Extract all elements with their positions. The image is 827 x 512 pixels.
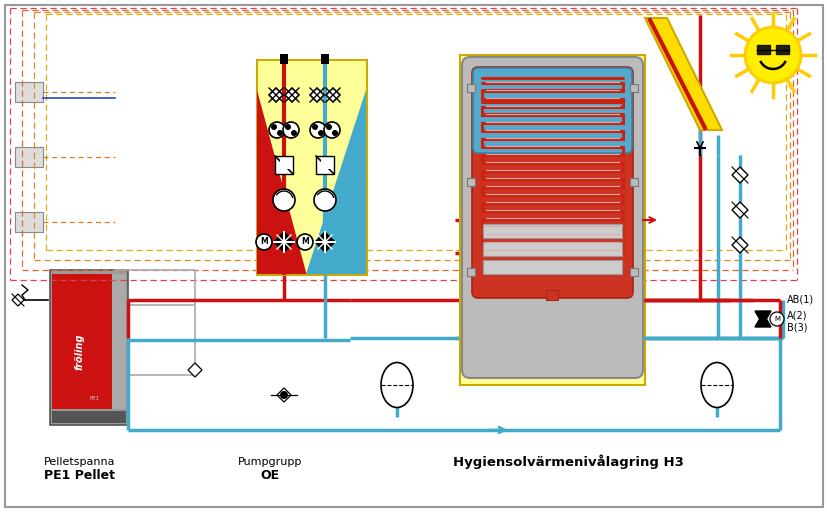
Circle shape	[326, 124, 332, 130]
Circle shape	[323, 122, 340, 138]
Bar	[629, 268, 638, 276]
Text: PE1: PE1	[90, 396, 100, 401]
Text: B(3): B(3)	[786, 322, 806, 332]
Circle shape	[332, 130, 337, 136]
Bar	[280, 54, 288, 64]
Circle shape	[270, 124, 277, 130]
Bar	[52, 411, 126, 423]
Polygon shape	[256, 90, 306, 274]
Bar	[321, 54, 328, 64]
Bar	[545, 290, 557, 300]
Polygon shape	[188, 363, 202, 377]
Polygon shape	[731, 167, 747, 183]
Bar	[52, 274, 112, 409]
Polygon shape	[284, 88, 299, 102]
FancyBboxPatch shape	[461, 57, 643, 378]
Polygon shape	[754, 313, 770, 327]
Bar	[629, 178, 638, 186]
Text: fröling: fröling	[75, 334, 85, 370]
Text: M: M	[301, 238, 308, 246]
Bar	[482, 224, 621, 238]
Text: Pelletspanna: Pelletspanna	[44, 457, 116, 467]
Bar	[482, 242, 621, 256]
Bar	[466, 84, 475, 92]
Ellipse shape	[700, 362, 732, 408]
Polygon shape	[12, 294, 24, 306]
Circle shape	[297, 234, 313, 250]
Polygon shape	[754, 311, 770, 325]
Bar	[112, 274, 126, 409]
Text: PE1 Pellet: PE1 Pellet	[45, 470, 115, 482]
Bar	[256, 60, 366, 275]
Text: A(2): A(2)	[786, 310, 806, 320]
Circle shape	[290, 130, 297, 136]
Circle shape	[769, 312, 783, 326]
Bar	[460, 55, 644, 385]
Text: M: M	[773, 316, 779, 322]
Bar	[15, 212, 43, 232]
Polygon shape	[269, 88, 283, 102]
Text: AB(1): AB(1)	[786, 295, 813, 305]
Circle shape	[284, 124, 290, 130]
Circle shape	[277, 130, 283, 136]
Bar	[756, 45, 769, 54]
Bar	[321, 160, 330, 169]
Text: M: M	[260, 238, 268, 246]
Bar	[50, 270, 128, 425]
Ellipse shape	[380, 362, 413, 408]
FancyBboxPatch shape	[471, 67, 632, 298]
Circle shape	[256, 234, 272, 250]
Polygon shape	[731, 237, 747, 253]
Polygon shape	[309, 88, 323, 102]
Bar	[275, 156, 293, 174]
Bar	[629, 84, 638, 92]
Circle shape	[283, 122, 299, 138]
Bar	[280, 160, 289, 169]
Polygon shape	[731, 202, 747, 218]
Polygon shape	[326, 88, 340, 102]
Text: Hygiensolvärmenivålagring H3: Hygiensolvärmenivålagring H3	[452, 455, 682, 470]
Circle shape	[269, 122, 284, 138]
Bar	[466, 268, 475, 276]
Polygon shape	[644, 18, 721, 130]
Text: Pumpgrupp: Pumpgrupp	[237, 457, 302, 467]
Polygon shape	[277, 388, 290, 402]
Bar	[15, 147, 43, 167]
Bar	[775, 45, 788, 54]
Polygon shape	[314, 232, 335, 252]
Circle shape	[318, 130, 323, 136]
Bar	[482, 260, 621, 274]
Bar	[466, 178, 475, 186]
Circle shape	[313, 189, 336, 211]
Bar	[15, 82, 43, 102]
Polygon shape	[306, 90, 366, 274]
Text: OE: OE	[261, 470, 280, 482]
Circle shape	[312, 124, 318, 130]
Circle shape	[744, 27, 800, 83]
Bar	[316, 156, 333, 174]
Circle shape	[309, 122, 326, 138]
Polygon shape	[274, 232, 294, 252]
Circle shape	[280, 391, 288, 399]
Circle shape	[273, 189, 294, 211]
FancyBboxPatch shape	[472, 68, 631, 153]
